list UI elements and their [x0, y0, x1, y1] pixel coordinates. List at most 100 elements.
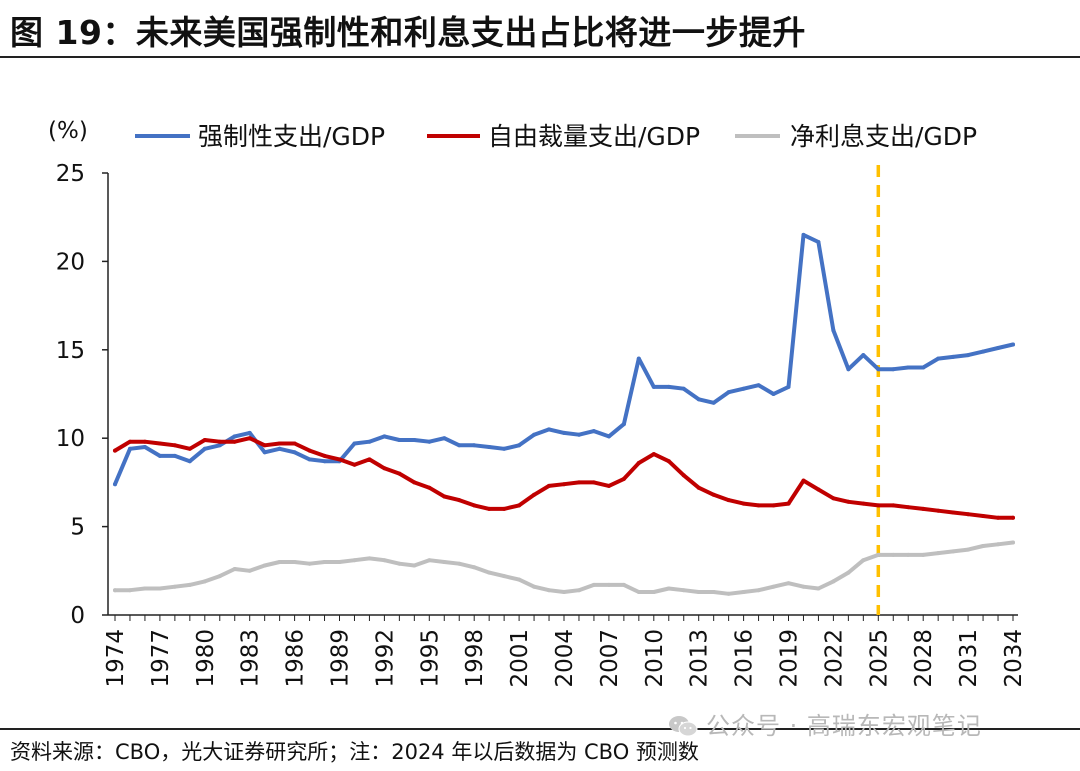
data-point — [517, 503, 522, 508]
x-tick-label: 2025 — [866, 629, 892, 688]
data-point — [532, 432, 537, 437]
data-point — [113, 482, 117, 487]
data-point — [846, 499, 851, 504]
data-point — [771, 392, 776, 396]
data-point — [921, 506, 926, 511]
data-point — [142, 445, 147, 449]
data-point — [816, 487, 821, 492]
data-point — [457, 561, 462, 566]
data-point — [621, 582, 626, 587]
legend-label: 强制性支出/GDP — [198, 122, 385, 151]
data-point — [711, 400, 716, 405]
data-point — [696, 485, 701, 490]
y-tick-label: 0 — [70, 603, 85, 629]
data-point — [367, 556, 372, 561]
x-tick-label: 1980 — [193, 629, 219, 688]
data-point — [562, 430, 566, 435]
data-point — [337, 457, 342, 462]
y-tick-label: 25 — [56, 161, 85, 187]
chart-legend: 强制性支出/GDP 自由裁量支出/GDP 净利息支出/GDP — [135, 122, 977, 151]
data-point — [591, 582, 596, 587]
data-point — [113, 448, 117, 453]
y-tick-label: 10 — [56, 426, 85, 452]
x-tick-label: 2031 — [956, 629, 982, 688]
x-tick-label: 2019 — [777, 629, 803, 688]
data-point — [741, 590, 746, 594]
data-point — [128, 588, 132, 593]
data-point — [801, 232, 806, 237]
data-point — [157, 586, 162, 591]
data-point — [232, 567, 237, 571]
data-point — [172, 453, 177, 458]
data-point — [172, 443, 177, 448]
data-point — [577, 480, 581, 485]
data-point — [427, 439, 432, 444]
x-tick-label: 2016 — [732, 629, 758, 688]
data-point — [547, 588, 551, 593]
watermark-text: 公众号 · 高瑞东宏观笔记 — [706, 712, 982, 740]
data-point — [412, 563, 417, 568]
data-point — [427, 558, 432, 563]
data-point — [217, 443, 222, 448]
legend-item-mandatory: 强制性支出/GDP — [135, 122, 385, 151]
data-point — [562, 590, 566, 594]
x-tick-label: 2034 — [1001, 629, 1027, 688]
data-point — [232, 439, 237, 444]
x-tick-label: 2004 — [552, 629, 578, 688]
data-point — [292, 441, 297, 446]
data-point — [771, 503, 776, 508]
data-point — [966, 547, 971, 552]
figure-title: 图 19：未来美国强制性和利息支出占比将进一步提升 — [10, 13, 806, 52]
data-point — [816, 240, 821, 244]
data-point — [726, 591, 731, 596]
data-point — [606, 434, 611, 439]
x-tick-label: 1995 — [417, 629, 443, 688]
data-point — [891, 503, 896, 508]
data-point — [232, 434, 237, 439]
data-point — [951, 354, 956, 359]
data-point — [906, 505, 911, 510]
data-point — [636, 590, 641, 594]
data-point — [966, 353, 971, 358]
data-point — [487, 570, 492, 575]
data-point — [1011, 342, 1015, 347]
data-point — [442, 436, 447, 441]
data-point — [756, 383, 761, 388]
legend-item-net-interest: 净利息支出/GDP — [735, 122, 977, 151]
data-point — [292, 560, 297, 564]
data-point — [142, 586, 147, 591]
data-point — [816, 586, 821, 591]
data-point — [921, 552, 926, 557]
data-point — [187, 446, 192, 451]
data-point — [202, 579, 207, 584]
data-point — [966, 512, 971, 517]
data-point — [981, 514, 986, 518]
data-point — [307, 448, 312, 453]
data-point — [277, 441, 282, 446]
data-point — [1011, 515, 1015, 520]
x-tick-label: 2028 — [911, 629, 937, 688]
data-point — [187, 582, 192, 587]
x-tick-label: 1983 — [238, 629, 264, 688]
data-point — [981, 544, 986, 548]
data-point — [891, 367, 896, 372]
title-divider — [0, 56, 1080, 58]
data-point — [382, 558, 387, 563]
data-point — [128, 446, 132, 451]
x-tick-label: 1992 — [372, 629, 398, 688]
data-point — [502, 506, 507, 511]
series-line-net-interest-group — [113, 540, 1015, 596]
data-point — [786, 501, 791, 506]
y-tick-label: 5 — [70, 515, 85, 541]
data-point — [307, 561, 312, 566]
data-point — [113, 588, 117, 593]
data-point — [741, 386, 746, 391]
x-tick-label: 1974 — [103, 629, 129, 688]
data-point — [157, 441, 162, 446]
data-point — [517, 443, 522, 448]
data-point — [666, 384, 671, 389]
data-point — [846, 570, 851, 575]
series-line-discretionary-group — [113, 436, 1015, 520]
data-point — [636, 461, 641, 465]
